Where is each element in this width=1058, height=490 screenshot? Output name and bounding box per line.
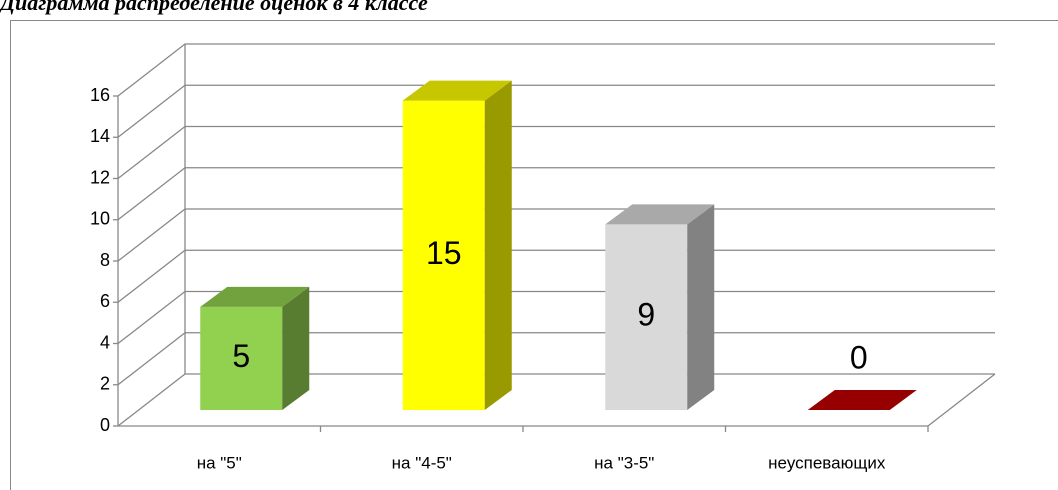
floor-line bbox=[927, 373, 996, 427]
y-tick-label: 16 bbox=[90, 85, 110, 105]
grid-line bbox=[117, 373, 995, 427]
x-tick-label: на "4-5" bbox=[392, 453, 452, 472]
grid-line bbox=[117, 332, 995, 386]
bar-top bbox=[605, 204, 715, 225]
x-tick-label: неуспевающих bbox=[768, 453, 886, 472]
y-tick-label: 4 bbox=[100, 332, 110, 352]
bar-side bbox=[282, 286, 310, 410]
x-tick-label: на "3-5" bbox=[594, 453, 654, 472]
chart-frame bbox=[10, 20, 1058, 490]
y-tick-label: 12 bbox=[90, 167, 110, 187]
grid-line bbox=[117, 208, 995, 262]
bar-top bbox=[200, 286, 310, 307]
grid-line bbox=[117, 125, 995, 180]
bar-side bbox=[484, 80, 512, 410]
grid-line bbox=[117, 249, 995, 303]
value-label: 0 bbox=[850, 339, 868, 375]
value-label: 9 bbox=[637, 297, 655, 333]
y-tick-label: 14 bbox=[90, 126, 110, 146]
y-tick-label: 10 bbox=[90, 209, 110, 229]
bar-side bbox=[687, 204, 715, 410]
grid-line bbox=[117, 167, 995, 221]
value-label: 5 bbox=[232, 338, 250, 374]
y-tick-label: 8 bbox=[100, 250, 110, 270]
grid-line bbox=[117, 43, 995, 97]
bar-front bbox=[402, 100, 485, 410]
bar-top bbox=[807, 390, 917, 410]
bar-top bbox=[402, 80, 512, 101]
x-tick-label: на "5" bbox=[197, 453, 242, 472]
bar-front bbox=[605, 224, 688, 410]
y-tick-label: 2 bbox=[100, 374, 110, 394]
chart-title: Диаграмма распределение оценок в 4 класс… bbox=[0, 0, 428, 15]
y-tick-label: 0 bbox=[100, 415, 110, 435]
grid-line bbox=[117, 290, 995, 345]
y-tick-label: 6 bbox=[100, 291, 110, 311]
value-label: 15 bbox=[426, 235, 462, 271]
grid-line bbox=[117, 84, 995, 138]
bar-front bbox=[200, 306, 283, 410]
